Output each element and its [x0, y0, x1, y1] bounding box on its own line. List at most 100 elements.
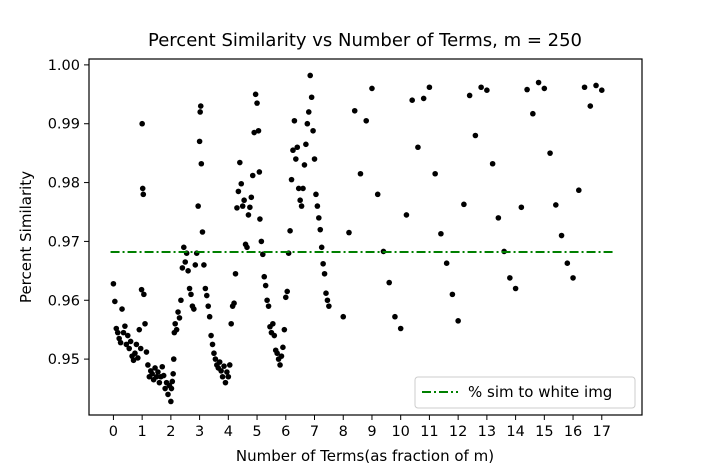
data-point — [301, 162, 308, 168]
data-point — [122, 323, 128, 329]
data-point — [593, 82, 599, 89]
data-point — [553, 202, 559, 208]
x-tick-label: 2 — [166, 424, 175, 440]
data-point — [237, 159, 243, 166]
data-point — [512, 285, 519, 292]
data-point — [135, 355, 141, 361]
data-point — [351, 107, 358, 114]
data-point — [238, 180, 245, 187]
data-point — [198, 160, 205, 167]
data-point — [170, 371, 176, 377]
data-point — [282, 294, 289, 301]
x-tick-label: 16 — [564, 424, 582, 440]
data-point — [258, 238, 265, 245]
x-tick-label: 11 — [420, 424, 438, 440]
data-point — [317, 226, 324, 233]
y-tick-label: 0.95 — [48, 352, 80, 368]
y-tick-label: 1.00 — [48, 58, 80, 74]
data-point — [598, 87, 605, 93]
y-axis-ticks: 0.95 0.96 0.97 0.98 0.99 1.00 — [48, 58, 89, 368]
data-point — [346, 229, 352, 236]
data-point — [143, 349, 150, 355]
data-point — [287, 228, 293, 234]
data-point — [495, 215, 502, 221]
data-point — [298, 203, 305, 209]
data-point — [138, 286, 145, 293]
data-point — [274, 350, 280, 357]
data-point — [224, 369, 230, 375]
data-point — [288, 176, 295, 183]
legend-entry-label: % sim to white img — [468, 383, 612, 401]
data-point — [110, 280, 117, 287]
data-point — [156, 379, 163, 386]
data-point — [392, 313, 398, 320]
data-point — [132, 350, 138, 357]
data-point — [114, 329, 121, 336]
data-point — [191, 306, 197, 312]
data-point — [133, 341, 140, 348]
data-point — [409, 97, 415, 103]
data-point — [218, 368, 224, 374]
data-point — [530, 110, 536, 117]
data-point — [257, 216, 263, 222]
x-axis-ticks: 0 1 2 3 4 5 6 7 8 9 10 11 12 13 14 15 16 17 — [109, 415, 611, 440]
data-point — [357, 170, 364, 177]
data-point — [245, 212, 252, 218]
x-axis-label: Number of Terms(as fraction of m) — [236, 447, 494, 465]
x-tick-label: 14 — [506, 424, 524, 440]
data-point — [126, 345, 133, 352]
x-tick-label: 17 — [593, 424, 611, 440]
data-point — [397, 325, 404, 332]
data-point — [169, 378, 176, 385]
x-tick-label: 0 — [109, 424, 118, 440]
data-point — [251, 129, 257, 136]
x-tick-label: 12 — [449, 424, 467, 440]
data-point — [208, 332, 214, 339]
data-point — [308, 94, 315, 101]
data-point — [226, 362, 233, 368]
data-point — [234, 205, 240, 211]
data-point — [139, 185, 146, 192]
data-point — [403, 212, 410, 218]
data-point — [222, 379, 229, 386]
data-point — [205, 303, 212, 309]
data-point — [175, 309, 181, 315]
data-point — [466, 92, 473, 99]
data-point — [172, 320, 178, 327]
data-point — [535, 79, 542, 86]
data-point — [117, 339, 124, 346]
data-point — [277, 362, 283, 368]
data-point — [181, 244, 187, 251]
data-point — [271, 332, 278, 339]
data-point — [489, 160, 496, 167]
data-point — [196, 138, 203, 145]
data-point — [221, 363, 227, 369]
data-point — [374, 191, 381, 198]
data-point — [321, 270, 328, 277]
data-point — [340, 313, 347, 320]
data-point — [123, 341, 130, 348]
data-point — [228, 320, 234, 327]
data-point — [320, 260, 326, 267]
data-point — [165, 391, 171, 398]
data-point — [363, 117, 370, 124]
y-tick-label: 0.99 — [48, 117, 80, 133]
data-point — [290, 147, 296, 154]
data-point — [162, 385, 168, 392]
data-point — [415, 144, 421, 151]
data-point — [472, 132, 479, 139]
data-point — [139, 120, 145, 127]
data-point — [179, 265, 186, 271]
data-point — [432, 170, 438, 177]
data-point — [199, 229, 206, 235]
data-point — [248, 194, 255, 201]
data-point — [294, 144, 301, 151]
plot-area-frame — [88, 58, 643, 416]
data-point — [524, 86, 530, 93]
x-tick-label: 4 — [224, 424, 233, 440]
data-point — [211, 350, 217, 357]
data-point — [254, 100, 260, 106]
data-point — [239, 203, 246, 209]
data-point — [324, 297, 331, 304]
data-point — [241, 197, 247, 204]
